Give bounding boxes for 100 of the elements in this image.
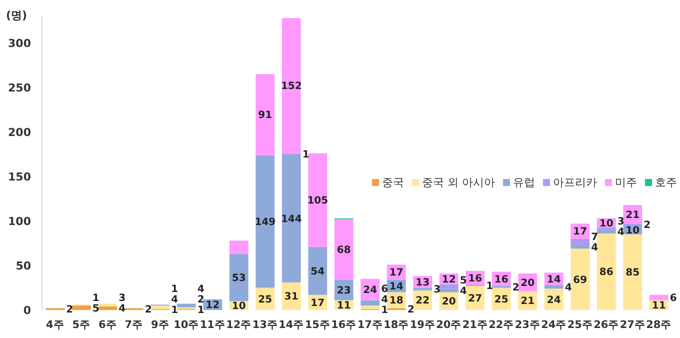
- bar: [334, 219, 354, 280]
- x-tick-label: 25주: [567, 319, 593, 331]
- data-label: 1: [197, 305, 204, 316]
- bar: [282, 154, 301, 282]
- data-label: 18: [389, 296, 404, 307]
- data-label: 2: [197, 294, 204, 306]
- data-label: 2: [144, 304, 152, 316]
- y-tick-label: 200: [8, 126, 32, 139]
- y-axis-title: (명): [6, 9, 28, 22]
- data-label: 13: [416, 277, 430, 288]
- data-label: 4: [118, 304, 126, 315]
- bar: [308, 246, 328, 295]
- bar: [256, 155, 275, 288]
- x-tick-label: 11주: [200, 319, 226, 331]
- data-label: 6: [670, 293, 677, 304]
- data-label: 25: [494, 294, 508, 306]
- bar: [229, 254, 248, 302]
- bar: [256, 74, 275, 156]
- x-tick-label: 26주: [594, 319, 620, 331]
- x-tick-label: 22주: [488, 319, 514, 331]
- data-label: 1: [171, 284, 178, 296]
- bar: [439, 288, 458, 292]
- x-tick-label: 12주: [226, 319, 252, 331]
- x-tick-label: 5주: [72, 319, 91, 331]
- data-label: 4: [381, 294, 388, 306]
- data-label: 17: [310, 298, 325, 309]
- data-label: 69: [573, 274, 588, 286]
- data-label: 12: [206, 300, 220, 312]
- bar: [439, 284, 458, 289]
- data-label: 53: [232, 273, 246, 284]
- data-label: 17: [573, 226, 588, 238]
- legend-label: 중국: [382, 176, 404, 189]
- y-tick-label: 50: [16, 260, 32, 272]
- data-label: 10: [599, 218, 614, 230]
- data-label: 16: [468, 273, 482, 284]
- data-label: 21: [520, 296, 535, 308]
- bar: [649, 294, 668, 300]
- data-label: 24: [363, 285, 378, 296]
- x-tick-label: 14주: [278, 319, 304, 331]
- data-label: 2: [66, 304, 74, 316]
- data-label: 2: [644, 220, 651, 232]
- x-tick-label: 27주: [620, 319, 646, 331]
- data-label: 3: [434, 284, 441, 296]
- data-label: 1: [92, 292, 100, 304]
- legend-label: 미주: [615, 176, 637, 189]
- data-label: 3: [617, 216, 624, 228]
- data-label: 17: [389, 268, 404, 279]
- x-tick-label: 13주: [252, 319, 278, 331]
- bar: [282, 282, 301, 310]
- data-label: 22: [416, 296, 430, 307]
- data-label: 23: [336, 285, 351, 296]
- data-label: 149: [254, 216, 276, 228]
- y-tick-label: 150: [8, 170, 32, 184]
- data-label: 27: [468, 293, 482, 304]
- bar: [98, 306, 118, 310]
- x-tick-label: 19주: [410, 319, 436, 331]
- x-tick-label: 4주: [46, 319, 64, 331]
- data-label: 20: [442, 296, 456, 308]
- data-label: 14: [389, 281, 404, 292]
- y-tick-label: 250: [8, 82, 32, 94]
- data-label: 6: [381, 284, 388, 296]
- data-label: 4: [564, 282, 572, 294]
- data-label: 21: [626, 210, 640, 221]
- data-label: 1: [302, 149, 310, 160]
- bar: [360, 300, 380, 306]
- data-label: 1: [486, 281, 494, 292]
- data-label: 1: [171, 305, 178, 316]
- bar: [570, 245, 590, 249]
- data-label: 54: [310, 266, 325, 278]
- bar: [596, 233, 616, 310]
- x-tick-label: 28주: [646, 319, 672, 331]
- data-label: 24: [546, 294, 561, 306]
- bar: [360, 306, 380, 310]
- x-tick-label: 18주: [384, 319, 410, 331]
- bar: [282, 18, 301, 154]
- bar: [544, 285, 564, 289]
- data-label: 5: [92, 303, 100, 314]
- y-tick-label: 300: [8, 37, 32, 50]
- data-label: 12: [442, 274, 456, 286]
- x-tick-label: 10주: [174, 319, 200, 331]
- data-label: 4: [197, 284, 204, 296]
- data-label: 11: [336, 300, 351, 312]
- x-tick-label: 7주: [124, 319, 144, 331]
- legend-label: 유럽: [513, 176, 535, 189]
- data-label: 1: [381, 305, 388, 316]
- x-tick-label: 9주: [150, 319, 170, 331]
- data-label: 2: [407, 304, 414, 316]
- bar: [596, 227, 616, 230]
- data-label: 20: [520, 278, 535, 289]
- bar: [229, 240, 248, 254]
- y-tick-label: 0: [23, 304, 32, 317]
- bar: [72, 306, 91, 310]
- x-tick-label: 20주: [436, 319, 462, 331]
- bar: [98, 304, 118, 306]
- legend-label: 중국 외 아시아: [422, 176, 495, 189]
- legend-label: 아프리카: [553, 176, 597, 189]
- y-tick-label: 100: [8, 215, 32, 228]
- bar: [308, 153, 328, 247]
- data-label: 7: [591, 232, 598, 243]
- data-label: 4: [617, 227, 624, 238]
